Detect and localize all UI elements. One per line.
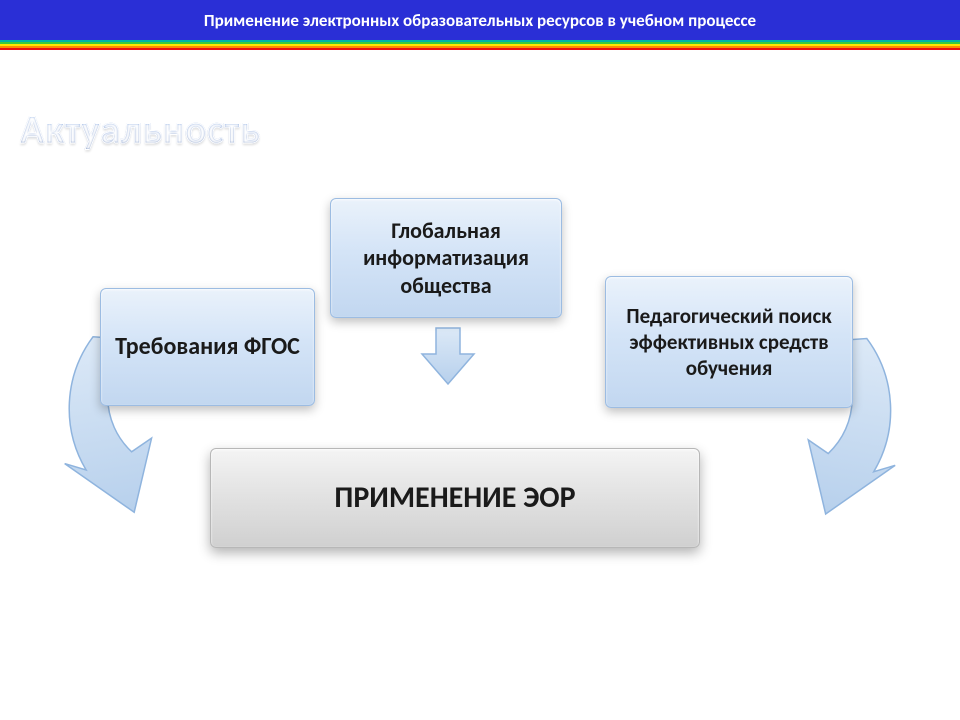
slide-title: Актуальность bbox=[20, 105, 261, 154]
node-pedagogical-search: Педагогический поиск эффективных средств… bbox=[605, 276, 853, 408]
rainbow-divider bbox=[0, 40, 960, 50]
rainbow-stripe bbox=[0, 48, 960, 50]
node-fgos: Требования ФГОС bbox=[100, 288, 315, 406]
header-banner: Применение электронных образовательных р… bbox=[0, 0, 960, 40]
down-arrow-icon bbox=[418, 326, 478, 386]
node-global-informatization: Глобальная информатизация общества bbox=[330, 198, 562, 318]
header-title: Применение электронных образовательных р… bbox=[204, 10, 756, 31]
node-eor-application: ПРИМЕНЕНИЕ ЭОР bbox=[210, 448, 700, 548]
